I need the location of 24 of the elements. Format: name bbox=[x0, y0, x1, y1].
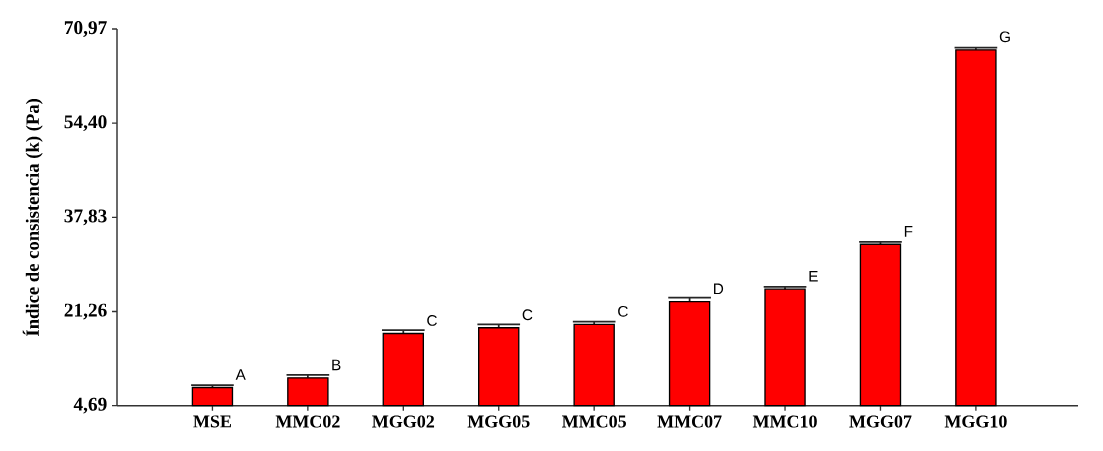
x-tick-label: MMC05 bbox=[561, 415, 626, 428]
x-tick-label: MMC07 bbox=[657, 415, 722, 428]
y-tick-label: 70,97 bbox=[64, 21, 107, 37]
y-tick-label: 21,26 bbox=[64, 303, 107, 320]
y-tick-label: 4,69 bbox=[73, 397, 107, 414]
x-tick-label: MGG10 bbox=[944, 415, 1007, 428]
annotation: C bbox=[522, 309, 533, 321]
x-tick-label: MGG07 bbox=[849, 415, 912, 428]
x-tick-label: MMC10 bbox=[752, 415, 817, 428]
annotation: C bbox=[427, 315, 437, 326]
annotation: B bbox=[332, 359, 341, 371]
x-tick-label: MMC02 bbox=[275, 415, 340, 428]
y-axis-title: Índice de consistencia (k) (Pa) bbox=[22, 98, 43, 336]
annotation: G bbox=[999, 31, 1010, 43]
annotation: D bbox=[714, 283, 724, 295]
annotation: A bbox=[235, 369, 246, 380]
x-tick-label: MGG02 bbox=[372, 415, 435, 428]
annotation: F bbox=[904, 226, 913, 237]
x-tick-label: MSE bbox=[193, 415, 232, 428]
y-tick-label: 37,83 bbox=[64, 209, 107, 226]
annotation: C bbox=[618, 305, 628, 317]
x-tick-label: MGG05 bbox=[467, 415, 530, 428]
annotation: E bbox=[809, 270, 818, 282]
y-tick-label: 54,40 bbox=[64, 115, 107, 132]
